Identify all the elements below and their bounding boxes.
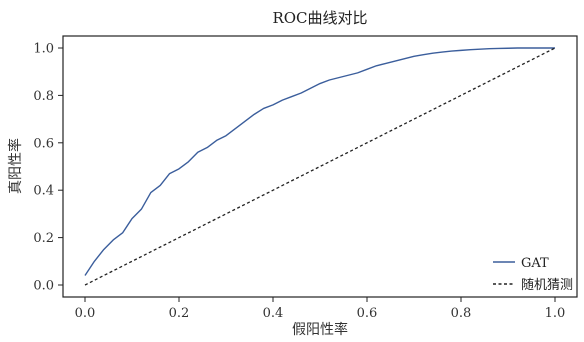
x-tick-label: 0.6 [357, 306, 378, 321]
plot-frame [62, 35, 578, 298]
y-tick-label: 0.4 [33, 184, 54, 199]
legend-label: 随机猜测 [521, 278, 573, 293]
x-axis-label: 假阳性率 [292, 321, 348, 338]
x-tick-label: 0.2 [169, 306, 190, 321]
y-axis-ticks: 0.0 0.2 0.4 0.6 0.8 1.0 [33, 42, 63, 294]
x-tick-label: 0.0 [75, 306, 96, 321]
legend-label: GAT [521, 256, 549, 271]
y-tick-label: 1.0 [33, 42, 54, 57]
x-tick-label: 0.8 [451, 306, 472, 321]
y-tick-label: 0.6 [33, 136, 54, 151]
y-tick-label: 0.0 [33, 279, 54, 294]
y-tick-label: 0.8 [33, 89, 54, 104]
series-layer [84, 47, 556, 286]
legend: GAT 随机猜测 [493, 256, 573, 293]
chart-title: ROC曲线对比 [272, 9, 367, 27]
y-axis-label: 真阳性率 [7, 138, 24, 194]
x-axis-ticks: 0.0 0.2 0.4 0.6 0.8 1.0 [75, 297, 566, 321]
gat-roc-line [84, 47, 555, 276]
x-tick-label: 1.0 [545, 306, 566, 321]
x-tick-label: 0.4 [263, 306, 284, 321]
y-tick-label: 0.2 [33, 231, 54, 246]
